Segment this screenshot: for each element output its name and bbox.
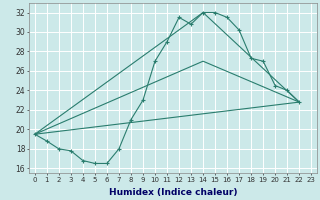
X-axis label: Humidex (Indice chaleur): Humidex (Indice chaleur) — [109, 188, 237, 197]
